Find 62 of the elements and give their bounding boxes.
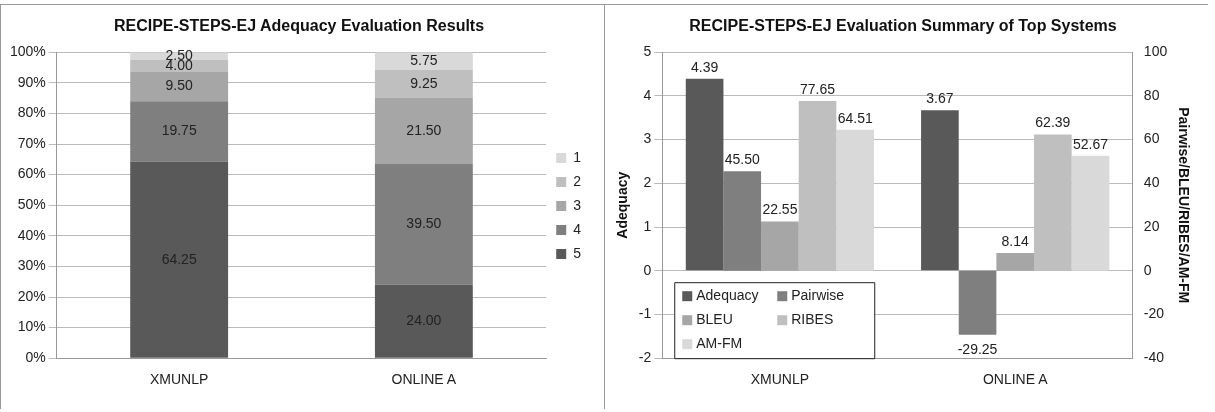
y2-tick-label: 60 — [1143, 130, 1160, 147]
y-tick-label: 5 — [643, 43, 652, 60]
legend-label: RIBES — [791, 311, 834, 328]
data-label: 9.25 — [410, 74, 438, 91]
data-label: 52.67 — [1072, 135, 1109, 152]
legend-label: 2 — [573, 172, 582, 189]
y2-tick-label: 80 — [1143, 86, 1160, 103]
y-tick-label: 40% — [17, 226, 46, 243]
y-tick-label: 10% — [17, 318, 46, 335]
legend-label: BLEU — [696, 311, 733, 328]
data-label: 22.55 — [762, 201, 798, 218]
data-label: -29.25 — [957, 340, 998, 357]
y-tick-label: 90% — [17, 73, 46, 90]
y-tick-label: 80% — [17, 104, 46, 121]
data-label: 4.39 — [690, 58, 719, 75]
y2-tick-label: 40 — [1143, 174, 1160, 191]
data-label: 9.50 — [165, 77, 193, 94]
data-label: 45.50 — [724, 151, 760, 168]
y-tick-label: 100% — [9, 43, 46, 60]
y-tick-label: 70% — [17, 134, 46, 151]
y-tick-label: 4 — [643, 86, 652, 103]
y2-axis-title: Pairwise/BLEU/RIBES/AM-FM — [1175, 107, 1192, 304]
y2-tick-label: -20 — [1143, 305, 1165, 322]
legend-label: 1 — [573, 148, 582, 165]
y-tick-label: 0 — [643, 261, 652, 278]
x-tick-label: XMUNLP — [750, 371, 810, 388]
y-tick-label: -1 — [638, 305, 652, 322]
x-tick-label: ONLINE A — [391, 371, 457, 388]
data-label: 64.51 — [837, 109, 873, 126]
y-tick-label: 1 — [643, 217, 652, 234]
y-tick-label: 30% — [17, 257, 46, 274]
legend-label: 3 — [573, 196, 582, 213]
y-tick-label: 2 — [643, 174, 652, 191]
legend-label: AM-FM — [696, 335, 743, 352]
data-label: 21.50 — [406, 121, 442, 138]
data-label: 64.25 — [161, 250, 197, 267]
data-label: 19.75 — [161, 122, 197, 139]
data-label: 77.65 — [800, 80, 836, 97]
y-tick-label: 60% — [17, 165, 46, 182]
chart-title: RECIPE-STEPS-EJ Adequacy Evaluation Results — [113, 17, 485, 35]
y2-tick-label: -40 — [1143, 349, 1165, 366]
data-label: 39.50 — [406, 215, 442, 232]
data-label: 8.14 — [1001, 232, 1030, 249]
y2-tick-label: 20 — [1143, 217, 1160, 234]
y-tick-label: 0% — [25, 349, 46, 366]
x-tick-label: XMUNLP — [149, 371, 209, 388]
legend-label: Pairwise — [791, 287, 845, 304]
data-label: 5.75 — [410, 51, 438, 68]
y2-tick-label: 0 — [1143, 261, 1152, 278]
legend-label: 4 — [573, 220, 582, 237]
y-tick-label: -2 — [638, 349, 652, 366]
y-tick-label: 3 — [643, 130, 652, 147]
data-label: 62.39 — [1035, 114, 1071, 131]
x-tick-label: ONLINE A — [982, 371, 1049, 388]
y2-tick-label: 100 — [1143, 43, 1168, 60]
y-axis-title: Adequacy — [614, 171, 631, 239]
legend-label: Adequacy — [696, 287, 759, 304]
y-tick-label: 20% — [17, 287, 46, 304]
data-label: 3.67 — [926, 90, 954, 107]
y-tick-label: 50% — [17, 196, 46, 213]
legend-label: 5 — [573, 244, 582, 261]
chart-title: RECIPE-STEPS-EJ Evaluation Summary of Top Systems — [689, 17, 1117, 35]
